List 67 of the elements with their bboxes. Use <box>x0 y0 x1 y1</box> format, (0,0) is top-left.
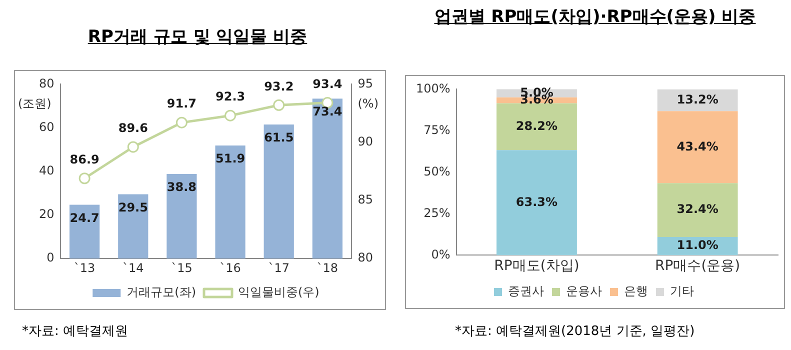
y-tick-label: 0% <box>431 247 450 262</box>
point <box>273 99 285 111</box>
x-tick-label: `14 <box>122 260 144 275</box>
y-tick-label: 25% <box>424 206 450 220</box>
data-label: 51.9 <box>215 152 246 166</box>
data-label: 86.9 <box>70 152 100 166</box>
data-label: 93.2 <box>264 79 294 94</box>
point <box>224 110 236 122</box>
data-label: 63.3% <box>516 194 558 209</box>
legend-label: 익일물비중(우) <box>238 285 320 300</box>
y-tick-label: 60 <box>38 120 54 134</box>
text: *자료: 예탁결제원(2018년 기준, 일평잔) <box>455 323 695 340</box>
y-tick-label: 100% <box>416 81 450 96</box>
data-label: 32.4% <box>676 202 718 216</box>
point <box>176 116 188 128</box>
x-tick-label: `16 <box>220 260 241 275</box>
chart-title: 업권별 RP매도(차입)·RP매수(운용) 비중 <box>433 6 757 29</box>
bar <box>215 145 246 259</box>
data-label: 91.7 <box>166 96 197 111</box>
data-label: 24.7 <box>70 210 100 225</box>
x-tick-label: `17 <box>268 260 290 275</box>
legend-label: 기타 <box>670 284 694 298</box>
y2-tick-label: 80 <box>358 250 374 265</box>
y-tick-label: 75% <box>424 122 450 137</box>
bar <box>496 103 577 150</box>
x-tick-label: `15 <box>171 260 192 275</box>
y2-tick-label: 95 <box>358 76 374 90</box>
data-label: 61.5 <box>264 130 294 145</box>
legend-label: 증권사 <box>508 284 544 298</box>
legend-label: 운용사 <box>566 284 602 298</box>
point <box>78 172 90 184</box>
y-tick-label: 40 <box>38 164 54 178</box>
x-tick-label: RP매도(차입) <box>494 258 580 274</box>
bar <box>657 183 738 237</box>
bar <box>496 150 577 256</box>
y-tick-label: 20 <box>38 207 54 222</box>
x-tick-label: `18 <box>316 260 338 275</box>
y2-axis-title: (%) <box>358 96 378 110</box>
y2-tick-label: 85 <box>358 192 374 207</box>
data-label: 28.2% <box>516 118 558 133</box>
y-tick-label: 0 <box>46 250 54 265</box>
bar <box>657 111 738 184</box>
legend-label: 거래규모(좌) <box>126 285 196 300</box>
data-label: 43.4% <box>676 139 718 154</box>
bar <box>166 174 197 259</box>
data-label: 13.2% <box>676 92 718 106</box>
bar <box>264 124 294 259</box>
data-label: 11.0% <box>676 238 718 252</box>
bar <box>118 194 148 259</box>
bar <box>70 204 100 259</box>
y-tick-label: 80 <box>38 76 54 90</box>
y-axis-title: (조원) <box>18 96 52 110</box>
data-label: 29.5 <box>118 200 148 214</box>
data-label: 38.8 <box>166 180 197 194</box>
data-label: 89.6 <box>118 121 148 136</box>
text: *자료: 예탁결제원 <box>22 323 128 340</box>
data-label: 73.4 <box>312 104 342 119</box>
chart-title: RP거래 규모 및 익일물 비중 <box>86 26 308 49</box>
y2-tick-label: 90 <box>358 134 374 148</box>
y-tick-label: 50% <box>424 164 450 178</box>
data-label: 93.4 <box>312 76 342 91</box>
x-tick-label: `13 <box>74 260 96 275</box>
legend-label: 은행 <box>624 284 648 298</box>
bar <box>312 98 342 259</box>
point <box>127 141 139 153</box>
x-tick-label: RP매수(운용) <box>655 258 740 274</box>
data-label: 92.3 <box>215 90 246 104</box>
